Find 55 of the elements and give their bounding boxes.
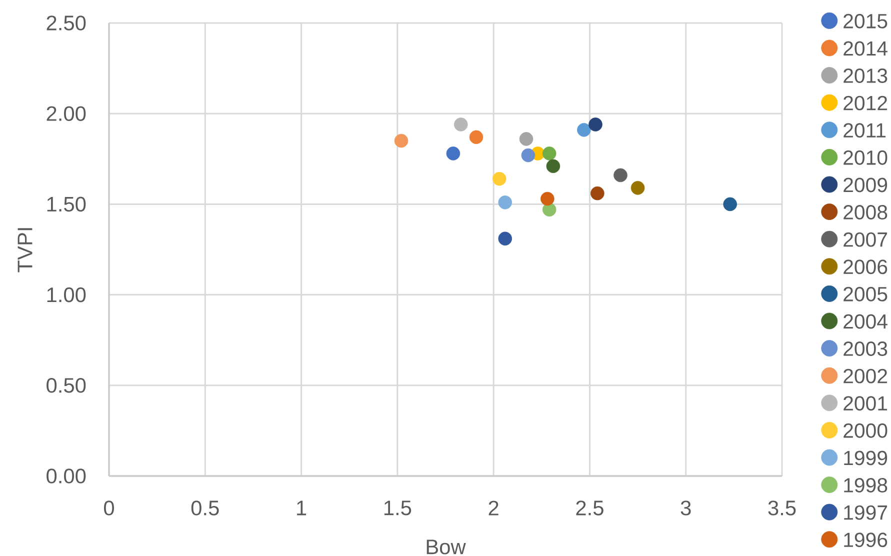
point xyxy=(630,180,645,195)
legend-label: 2011 xyxy=(844,123,886,138)
x-tick-label: 1 xyxy=(297,500,306,516)
x-tick-label: 2.5 xyxy=(576,500,604,516)
legend-label: 2007 xyxy=(844,232,887,247)
x-tick-label: 0 xyxy=(104,500,114,516)
legend-label: 2003 xyxy=(844,342,888,356)
legend-label: 2012 xyxy=(844,96,887,110)
legend-label: 1996 xyxy=(844,532,888,548)
legend-label: 1999 xyxy=(844,450,888,466)
point xyxy=(469,130,484,144)
point xyxy=(498,195,512,210)
point xyxy=(394,134,408,148)
legend-label: 2002 xyxy=(844,368,887,384)
point xyxy=(577,123,591,137)
x-axis-title: Bow xyxy=(426,540,466,554)
point xyxy=(546,159,560,174)
legend-label: 2005 xyxy=(844,286,888,302)
point xyxy=(454,118,468,132)
legend-label: 1997 xyxy=(844,505,887,520)
point xyxy=(519,132,534,146)
legend-label: 2014 xyxy=(844,41,888,56)
x-tick-label: 3.5 xyxy=(768,500,796,516)
point xyxy=(498,232,512,246)
y-tick-label: 0.00 xyxy=(46,468,86,484)
legend-label: 2000 xyxy=(844,423,888,438)
legend-label: 1998 xyxy=(844,478,888,492)
point xyxy=(446,146,460,160)
point xyxy=(614,168,628,182)
point xyxy=(590,186,604,200)
x-tick-label: 3 xyxy=(680,500,691,516)
x-tick-label: 2 xyxy=(488,500,498,516)
y-tick-label: 1.00 xyxy=(47,287,86,302)
point xyxy=(492,172,506,186)
legend-label: 2001 xyxy=(844,396,888,411)
legend-label: 2009 xyxy=(844,178,888,192)
legend-label: 2013 xyxy=(844,68,888,83)
point xyxy=(542,146,556,160)
legend-label: 2010 xyxy=(844,150,888,165)
legend-label: 2008 xyxy=(844,205,888,220)
point xyxy=(542,202,556,217)
legend-label: 2004 xyxy=(844,314,888,329)
y-tick-label: 2.50 xyxy=(46,16,86,30)
point xyxy=(521,148,536,162)
y-tick-label: 0.50 xyxy=(46,378,86,393)
x-tick-label: 1.5 xyxy=(384,500,412,516)
y-tick-label: 1.50 xyxy=(47,196,86,212)
legend-label: 2006 xyxy=(844,260,888,274)
legend-label: 2015 xyxy=(844,14,888,28)
y-axis-title: TVPI xyxy=(18,228,32,272)
y-tick-label: 2.00 xyxy=(46,106,86,121)
point xyxy=(540,192,554,206)
x-tick-label: 0.5 xyxy=(191,500,219,516)
point xyxy=(588,118,602,132)
point xyxy=(723,197,737,212)
